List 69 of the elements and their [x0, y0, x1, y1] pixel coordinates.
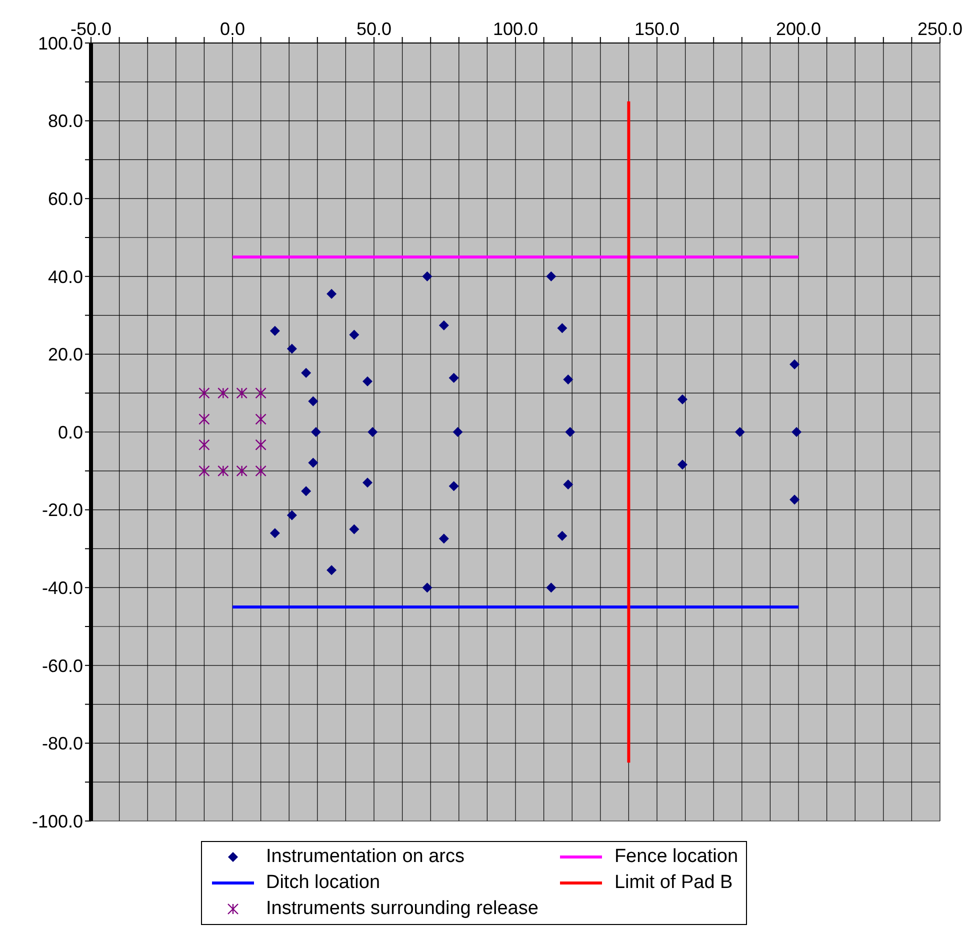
point — [255, 414, 266, 425]
y-tick-label: 80.0 — [48, 111, 83, 132]
point — [236, 465, 248, 476]
point — [422, 271, 432, 282]
x-tick-label: 0.0 — [220, 19, 246, 39]
legend-label: Instruments surrounding release — [266, 898, 538, 920]
point — [734, 427, 745, 437]
x-tick-label: 50.0 — [356, 19, 392, 39]
point — [218, 465, 229, 476]
point — [255, 388, 266, 399]
point — [448, 372, 459, 383]
point — [308, 458, 318, 468]
point — [677, 460, 688, 470]
point — [270, 528, 280, 538]
point — [301, 486, 312, 496]
point — [362, 376, 372, 386]
point — [255, 439, 266, 450]
point — [301, 368, 312, 378]
x-tick-label: 150.0 — [634, 19, 680, 39]
point — [546, 582, 556, 593]
y-tick-label: -40.0 — [42, 578, 83, 598]
point — [326, 565, 337, 576]
point — [198, 388, 210, 399]
point — [198, 414, 210, 425]
point — [198, 465, 210, 476]
point — [677, 394, 688, 404]
point — [349, 330, 360, 340]
point — [286, 344, 297, 354]
point — [286, 510, 297, 520]
point — [452, 427, 463, 437]
point — [546, 271, 556, 282]
x-tick-label: 200.0 — [776, 19, 822, 39]
x-tick-label: 100.0 — [492, 19, 538, 39]
y-tick-label: -60.0 — [42, 656, 83, 676]
y-tick-label: -80.0 — [42, 734, 83, 754]
x-tick-label: 250.0 — [917, 19, 963, 39]
point — [362, 478, 372, 488]
point — [563, 480, 574, 490]
y-tick-label: -100.0 — [32, 811, 83, 832]
point — [438, 534, 449, 544]
point — [236, 388, 248, 399]
point — [310, 427, 321, 437]
legend-label: Fence location — [614, 846, 738, 868]
point — [563, 374, 574, 384]
point — [557, 323, 568, 334]
point — [270, 326, 280, 336]
legend-label: Ditch location — [266, 872, 380, 894]
legend-label: Instrumentation on arcs — [266, 846, 465, 868]
point — [422, 582, 432, 593]
y-tick-label: 40.0 — [48, 266, 83, 287]
point — [255, 465, 266, 476]
point — [368, 427, 378, 437]
point — [792, 427, 802, 437]
point — [308, 396, 318, 406]
point — [349, 524, 360, 534]
legend-label: Limit of Pad B — [614, 872, 733, 894]
y-tick-label: 60.0 — [48, 188, 83, 209]
y-tick-label: -20.0 — [42, 500, 83, 520]
point — [326, 288, 337, 299]
point — [790, 494, 800, 505]
y-tick-label: 0.0 — [58, 422, 83, 442]
point — [448, 481, 459, 492]
point — [198, 439, 210, 450]
point — [790, 359, 800, 370]
y-tick-label: 20.0 — [48, 344, 83, 365]
point — [565, 427, 576, 437]
point — [218, 388, 229, 399]
point — [557, 530, 568, 541]
point — [438, 320, 449, 330]
